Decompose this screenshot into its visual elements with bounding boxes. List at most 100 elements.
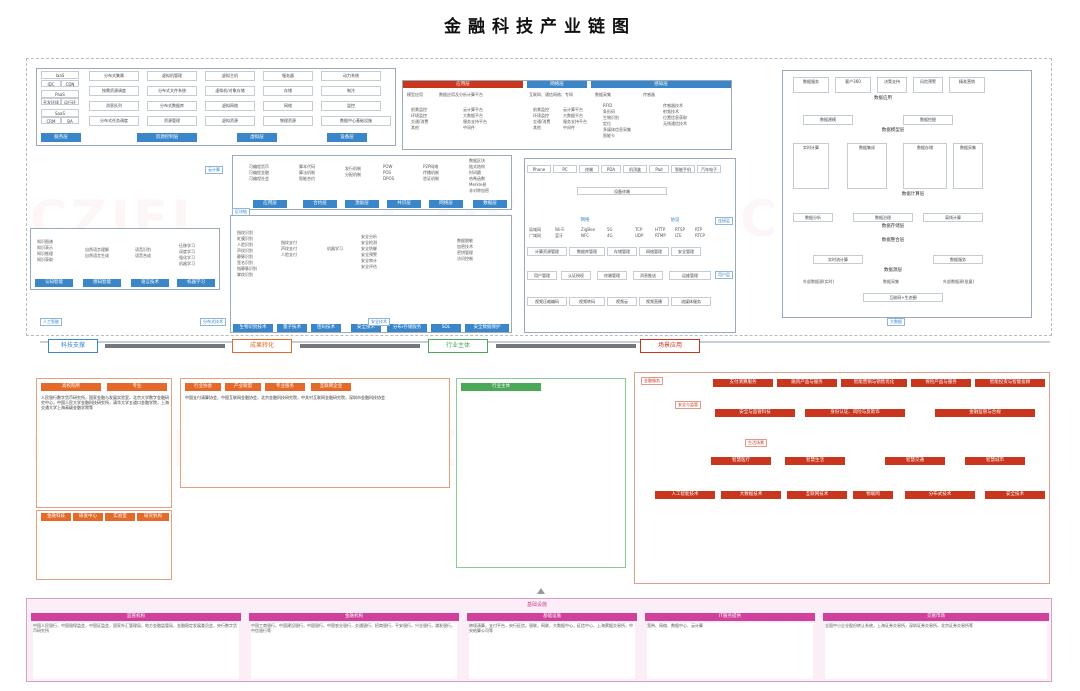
cloud-item: 虚拟网络 bbox=[205, 101, 255, 111]
infra-col-text: 中国工商银行，中国建设银行，中国银行，中国农业银行，交通银行，招商银行，平安银行… bbox=[251, 623, 457, 679]
cloud-item: 资源管理 bbox=[147, 116, 197, 126]
comm-protocol-header: 协议 bbox=[670, 218, 680, 223]
ai-label: 语言技术 bbox=[131, 279, 169, 287]
sec-label: SDL bbox=[431, 324, 461, 332]
comm-row: RTCP bbox=[695, 233, 705, 238]
ai-item: 知识表示 bbox=[37, 245, 53, 250]
comm-row: UDP bbox=[635, 233, 644, 238]
ai-item: 语音合成 bbox=[135, 253, 151, 258]
perception-item: 传感器 bbox=[643, 92, 655, 97]
bd-item: 数据集成 bbox=[847, 143, 887, 189]
cloud-item: 虚拟机管理 bbox=[147, 71, 197, 81]
comm-bottom: 视频云 bbox=[607, 297, 637, 306]
bc-layer-label: 激励层 bbox=[345, 200, 379, 208]
flow-distributed-tag: 分布式技术 bbox=[200, 318, 226, 326]
flow-arrow bbox=[300, 344, 420, 348]
bc-layer-label: 数据层 bbox=[473, 200, 507, 208]
cloud-layer-label: 设备层 bbox=[327, 133, 367, 142]
cloud-layer-label: 虚拟层 bbox=[237, 133, 277, 142]
bc-item: 时间戳 bbox=[469, 170, 481, 175]
comm-mgmt: 消息推送 bbox=[633, 271, 663, 280]
scene-app-node: 场景应用 bbox=[640, 339, 700, 353]
comm-mgmt: 存储管理 bbox=[607, 247, 637, 256]
sec-item: 掌纹识别 bbox=[237, 272, 253, 277]
ai-item: 自然语言生成 bbox=[85, 253, 109, 258]
sec-item: 签名识别 bbox=[237, 260, 253, 265]
research-desc: 人民银行数字货币研究所，国家金融与发展实验室，北京大学数字金融研究中心，中国人民… bbox=[41, 395, 169, 411]
comm-row: ZigBee bbox=[581, 227, 596, 232]
comm-row: NFC bbox=[581, 233, 590, 238]
security-item: 金融监管与合规 bbox=[935, 409, 1035, 417]
comm-mgmt: 用户管理 bbox=[527, 271, 557, 280]
perception-item: 多媒体信息采集 bbox=[603, 127, 631, 132]
bc-layer-label: 应用层 bbox=[253, 200, 287, 208]
comm-row: 4G bbox=[607, 233, 613, 238]
body-panel: 行业主体 bbox=[456, 378, 626, 568]
paas-label: PaaS bbox=[41, 90, 79, 98]
security-panel: 指纹识别 虹膜识别 人脸识别 声纹识别 静脉识别 签名识别 指静脉识别 掌纹识别… bbox=[230, 215, 512, 333]
perception-item: 无线通信技术 bbox=[663, 121, 687, 126]
sec-item: 安全预警 bbox=[361, 252, 377, 257]
bd-item: 数据挖掘 bbox=[903, 115, 953, 125]
bc-layer-label: 共识层 bbox=[387, 200, 421, 208]
page-title: 金融科技产业链图 bbox=[444, 17, 636, 37]
network-item: 大数据平台 bbox=[563, 113, 583, 118]
ai-item: 强化学习 bbox=[179, 255, 195, 260]
scene-life-tag: 生活场景 bbox=[745, 439, 767, 447]
perception-item: RFID bbox=[603, 103, 613, 108]
comm-row: 广域网 bbox=[529, 233, 541, 238]
sec-item: 密钥管理 bbox=[457, 250, 473, 255]
infra-col-text: 全国中小企业股份转让系统，上海证券交易所，深圳证券交易所，北京证券交易所等 bbox=[825, 623, 1047, 679]
perception-item: 条形码 bbox=[603, 109, 615, 114]
field-header: 大数据技术 bbox=[721, 491, 781, 499]
app-item: 大数据平台 bbox=[463, 113, 483, 118]
iaas-label: IaaS bbox=[41, 71, 79, 79]
bc-item: 可编程货币 bbox=[249, 164, 269, 169]
bc-item: 验证机制 bbox=[423, 176, 439, 181]
flow-arrow bbox=[496, 344, 636, 348]
comm-top: 终端 bbox=[579, 165, 599, 173]
bc-item: Merkle树 bbox=[469, 182, 487, 187]
cloud-item: 分布式集属 bbox=[89, 71, 139, 81]
network-item: 中间件 bbox=[563, 125, 575, 130]
sec-item: 安全审计 bbox=[361, 258, 377, 263]
cloud-item: 监控 bbox=[321, 101, 381, 111]
research-cat: 金融科技 bbox=[41, 513, 71, 521]
cloud-item: 分布式数据库 bbox=[147, 101, 197, 111]
sec-label: 安全技术 bbox=[351, 324, 381, 332]
bd-item: 实时计算 bbox=[793, 143, 829, 189]
bd-item: 数据分析 bbox=[793, 213, 833, 222]
perception-item: 定位 bbox=[603, 121, 611, 126]
network-layer-header: 网络层 bbox=[527, 81, 587, 88]
sec-item: 人脸支付 bbox=[281, 252, 297, 257]
comm-top: PC bbox=[553, 165, 577, 173]
bd-item: 数据采集 bbox=[953, 143, 983, 189]
bd-item: 决策支持 bbox=[877, 77, 907, 93]
comm-top: 汽车电子 bbox=[697, 165, 721, 173]
cloud-panel: IaaS IDC CDN PaaS 开发环境 运行环境 SaaS CRM BA … bbox=[36, 68, 396, 146]
bc-item: 链式结构 bbox=[469, 164, 485, 169]
ai-item: 知识图谱 bbox=[37, 239, 53, 244]
cloud-row: BA bbox=[61, 117, 79, 124]
network-item: 互联网、通信网络、专网 bbox=[529, 92, 573, 97]
bc-layer-label: 合约层 bbox=[303, 200, 337, 208]
industry-cat: 互联网企业 bbox=[311, 383, 351, 391]
comm-row: 局域网 bbox=[529, 227, 541, 232]
bigdata-side-tag: 大数据 bbox=[887, 318, 905, 326]
infra-col-text: 跨境清算，支付平台，央行征信，银联，网联，大数据中心，征信中心，上海票据交易所，… bbox=[469, 623, 635, 679]
cloud-row: CDN bbox=[61, 80, 79, 87]
infra-col-header: 监管机构 bbox=[31, 613, 241, 621]
ai-label: 机器学习 bbox=[177, 279, 215, 287]
saas-label: SaaS bbox=[41, 109, 79, 117]
app-item: 环境监控 bbox=[411, 113, 427, 118]
bd-bottom: 外部数据源(批量) bbox=[943, 279, 975, 284]
bd-item: 数据存储 bbox=[903, 143, 947, 189]
bd-label: 数据存储层 bbox=[881, 224, 905, 229]
comm-top: PDA bbox=[601, 165, 621, 173]
cloud-item: 存储 bbox=[263, 86, 313, 96]
bc-item: 哈希函数 bbox=[469, 176, 485, 181]
security-item: 安全与监管科技 bbox=[715, 409, 795, 417]
ai-panel: 知识图谱 知识表示 知识推理 知识获取 自然语言理解 自然语言生成 语音识别 语… bbox=[30, 228, 220, 290]
life-item: 智慧生活 bbox=[785, 457, 845, 465]
sec-item: 指纹支付 bbox=[281, 240, 297, 245]
